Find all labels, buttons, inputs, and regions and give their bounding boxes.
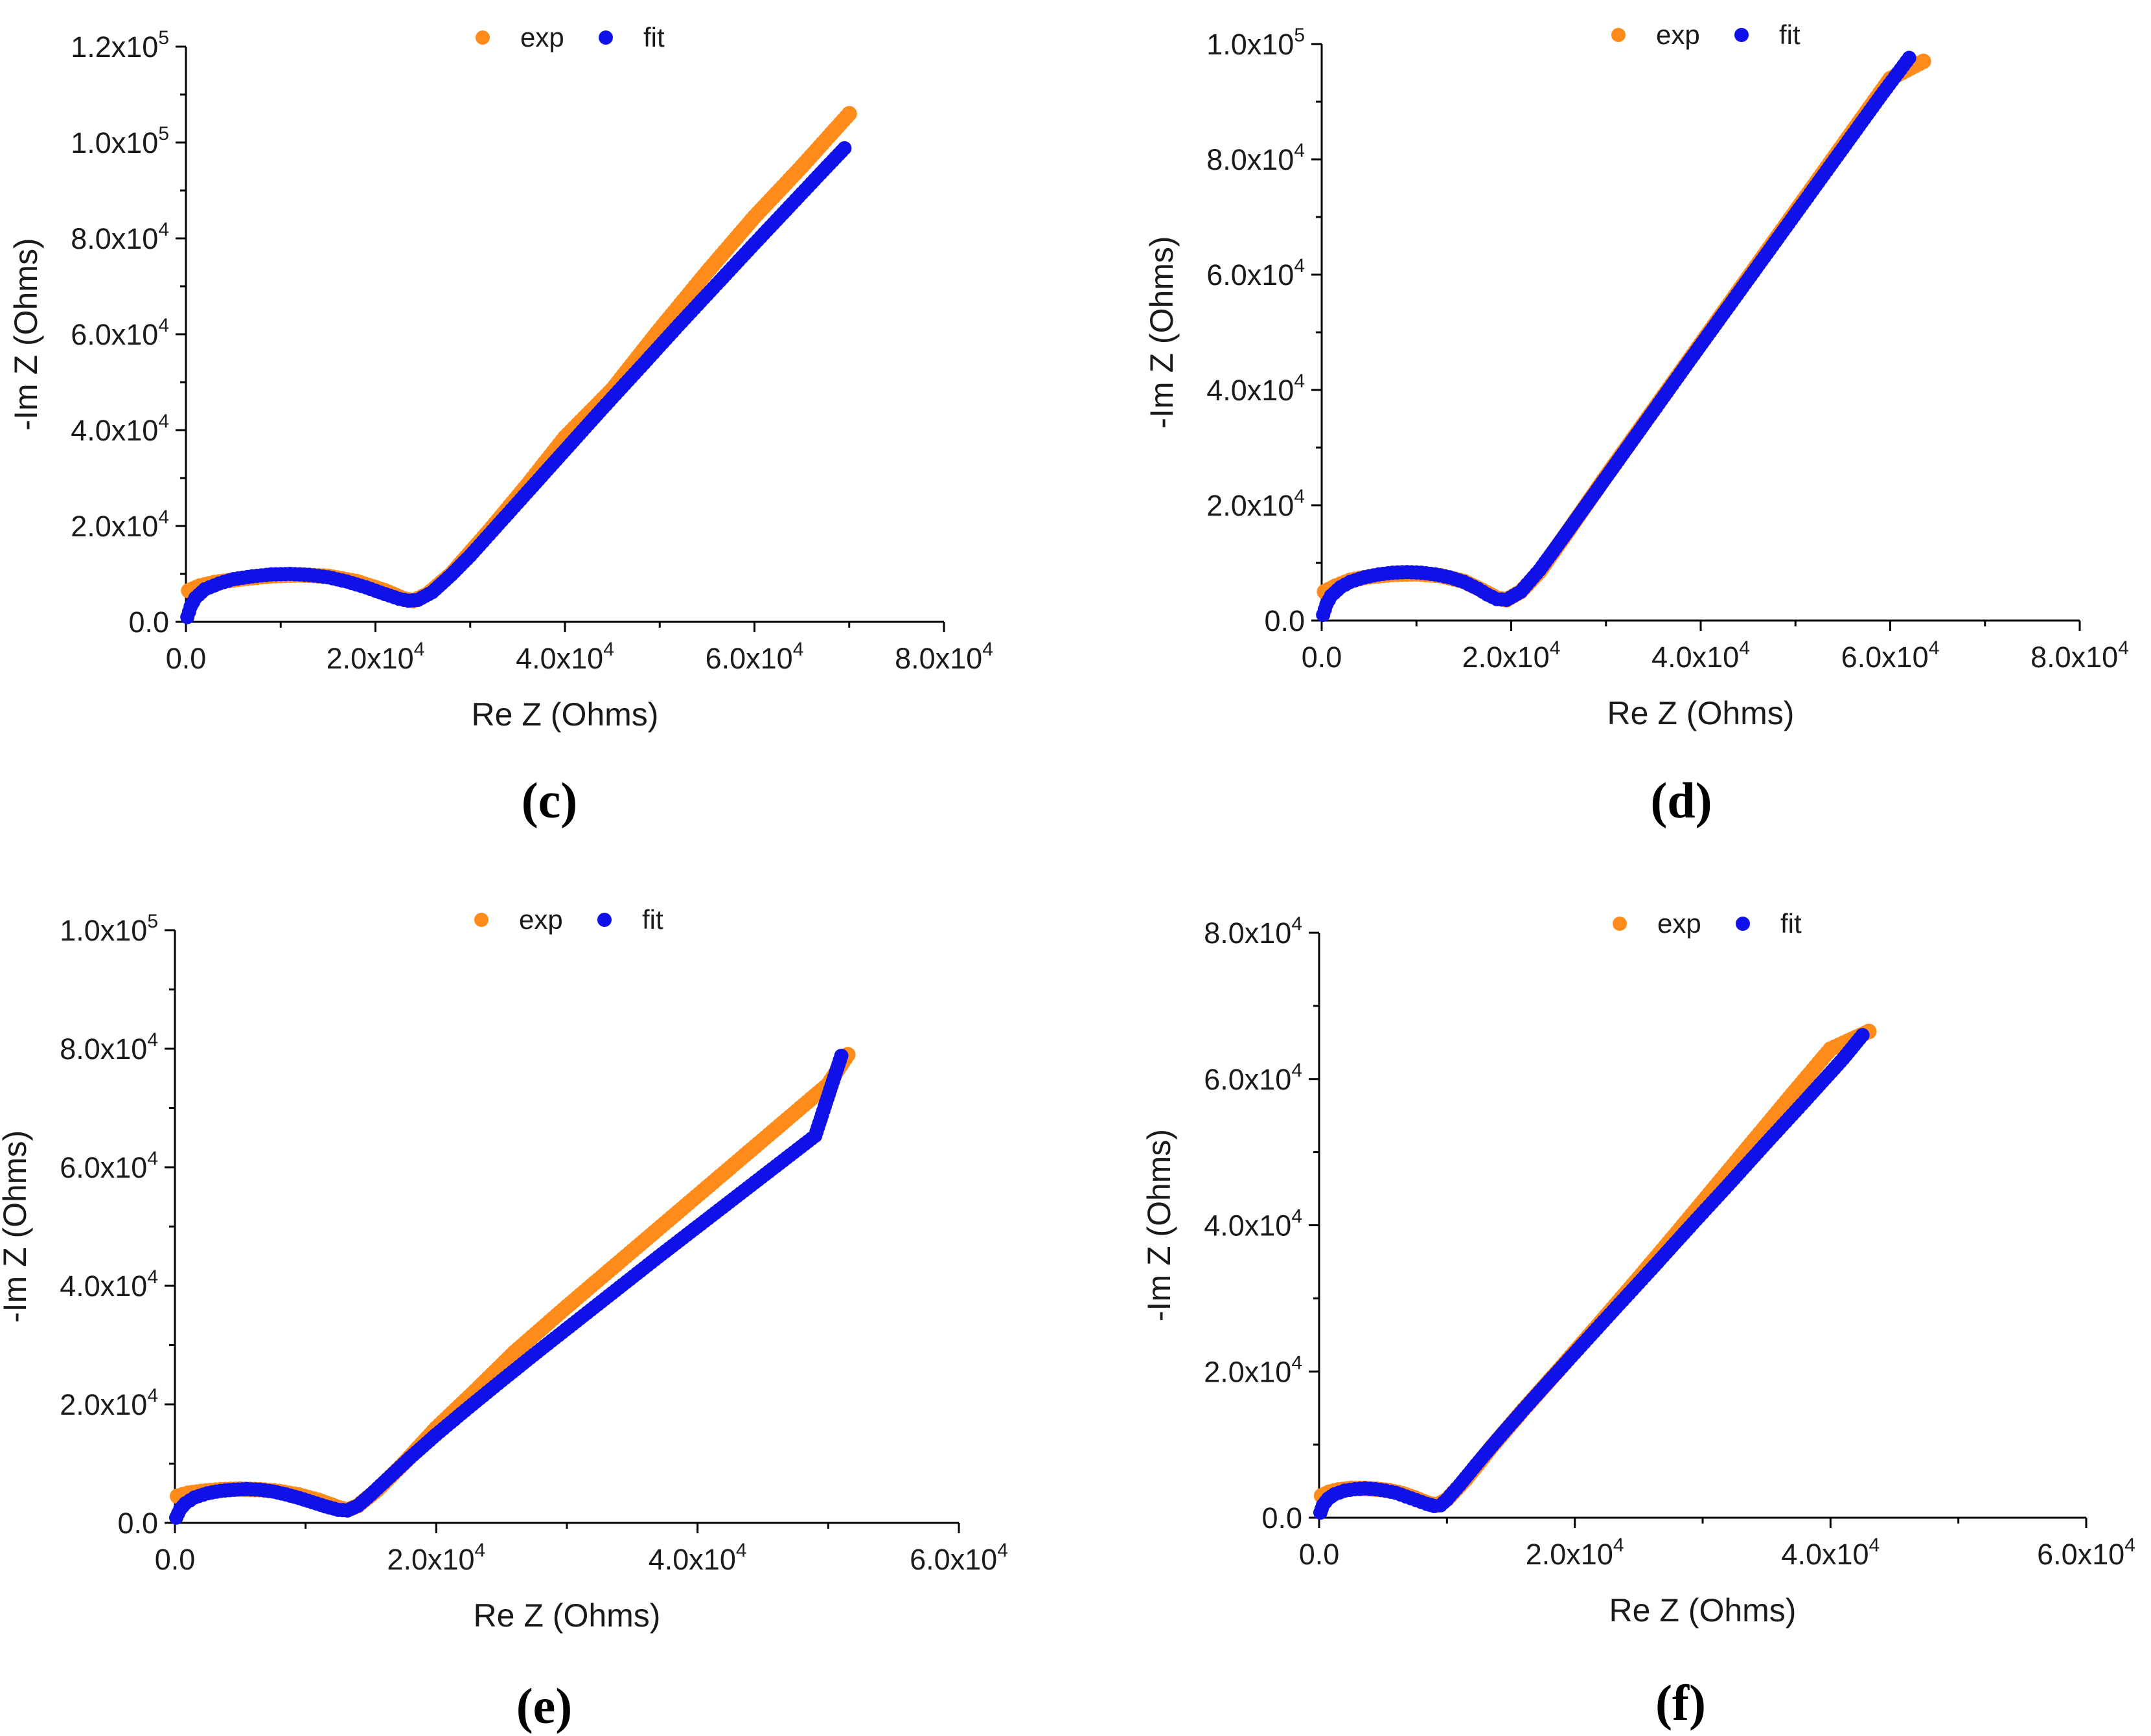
legend-label-fit: fit [643,22,665,52]
x-tick-label: 0.0 [166,642,207,675]
y-tick-label: 2.0x104 [60,1385,158,1421]
x-tick-label: 0.0 [155,1543,196,1576]
data-point-exp [841,106,857,122]
y-tick-label: 1.0x105 [1206,25,1305,61]
x-axis-title: Re Z (Ohms) [474,1597,661,1634]
series-fit [169,1048,849,1525]
series-fit [1316,51,1916,622]
x-tick-label: 6.0x104 [910,1540,1008,1576]
y-axis-title: -Im Z (Ohms) [1141,1129,1177,1321]
y-axis-title: -Im Z (Ohms) [0,1130,33,1323]
series-exp [181,106,857,609]
y-tick-label: 6.0x104 [71,315,169,351]
y-tick-label: 4.0x104 [1204,1206,1302,1242]
x-axis-title: Re Z (Ohms) [1609,1592,1797,1628]
y-tick-label: 4.0x104 [60,1266,158,1303]
legend-label-fit: fit [1779,19,1800,50]
y-tick-label: 4.0x104 [1206,371,1305,407]
legend-marker-exp [1611,28,1626,42]
x-tick-label: 6.0x104 [1841,637,1940,674]
y-tick-label: 2.0x104 [1204,1352,1302,1388]
legend-marker-fit [1734,28,1749,42]
x-tick-label: 2.0x104 [387,1540,485,1576]
y-tick-label: 8.0x104 [60,1029,158,1066]
x-tick-label: 6.0x104 [2037,1535,2135,1571]
legend-label-exp: exp [1657,908,1701,939]
data-point-exp [1915,53,1931,69]
chart-panel-3: 0.0 2.0x104 4.0x104 6.0x104 0.0 2.0x104 4.0x10… [0,904,1008,1734]
legend-label-exp: exp [520,22,564,52]
y-axis-title: -Im Z (Ohms) [8,238,44,430]
chart-panel-2: 0.0 2.0x104 4.0x104 6.0x104 8.0x104 0.0 2.0x10… [1144,19,2129,828]
series-exp [1313,1023,1877,1513]
y-tick-label: 4.0x104 [71,411,169,447]
x-tick-label: 4.0x104 [1781,1535,1880,1571]
y-tick-label: 2.0x104 [71,507,169,543]
data-point-fit [837,141,852,155]
panel-label: (c) [522,772,578,828]
y-tick-label: 6.0x104 [60,1148,158,1184]
x-tick-label: 4.0x104 [1651,637,1750,674]
data-point-fit [1902,51,1916,65]
data-point-fit [1855,1028,1870,1043]
panel-label: (e) [516,1678,573,1734]
y-tick-label: 6.0x104 [1204,1060,1302,1096]
legend-label-fit: fit [1780,908,1802,939]
x-tick-label: 4.0x104 [516,639,614,675]
series-exp [1317,53,1931,608]
legend-label-exp: exp [519,904,563,935]
legend-label-fit: fit [642,904,663,935]
legend-marker-fit [597,913,612,927]
data-point-fit [834,1048,849,1063]
x-tick-label: 2.0x104 [1526,1535,1624,1571]
panel-label: (d) [1650,772,1712,828]
legend-marker-fit [1736,917,1750,931]
chart-panel-1: 0.0 2.0x104 4.0x104 6.0x104 8.0x104 0.0 2.0x10… [8,22,993,828]
y-tick-label: 0.0 [117,1507,158,1540]
y-tick-label: 8.0x104 [1206,140,1305,176]
y-tick-label: 8.0x104 [71,219,169,255]
y-tick-label: 1.2x105 [71,27,169,63]
series-fit [180,141,852,624]
y-tick-label: 2.0x104 [1206,486,1305,522]
y-tick-label: 1.0x105 [71,123,169,159]
y-tick-label: 6.0x104 [1206,255,1305,291]
legend-marker-fit [599,30,613,45]
legend-marker-exp [476,30,490,45]
x-tick-label: 4.0x104 [649,1540,747,1576]
x-tick-label: 0.0 [1302,641,1342,674]
legend-label-exp: exp [1656,19,1700,50]
series-exp [170,1047,856,1518]
x-tick-label: 0.0 [1299,1538,1340,1571]
legend-marker-exp [1613,917,1627,931]
x-tick-label: 8.0x104 [895,639,993,675]
legend-marker-exp [474,913,489,927]
x-tick-label: 8.0x104 [2030,637,2129,674]
y-tick-label: 0.0 [128,606,169,639]
x-axis-title: Re Z (Ohms) [472,696,659,733]
y-tick-label: 8.0x104 [1204,913,1302,950]
x-tick-label: 2.0x104 [327,639,425,675]
y-tick-label: 0.0 [1261,1502,1302,1535]
y-tick-label: 0.0 [1264,604,1305,637]
y-axis-title: -Im Z (Ohms) [1144,236,1180,428]
chart-panel-4: 0.0 2.0x104 4.0x104 6.0x104 0.0 2.0x104 4.0x10… [1141,908,2135,1731]
series-fit [1313,1028,1870,1520]
x-tick-label: 2.0x104 [1462,637,1561,674]
x-tick-label: 6.0x104 [706,639,804,675]
y-tick-label: 1.0x105 [60,911,158,947]
panel-label: (f) [1655,1674,1706,1731]
x-axis-title: Re Z (Ohms) [1607,695,1795,731]
